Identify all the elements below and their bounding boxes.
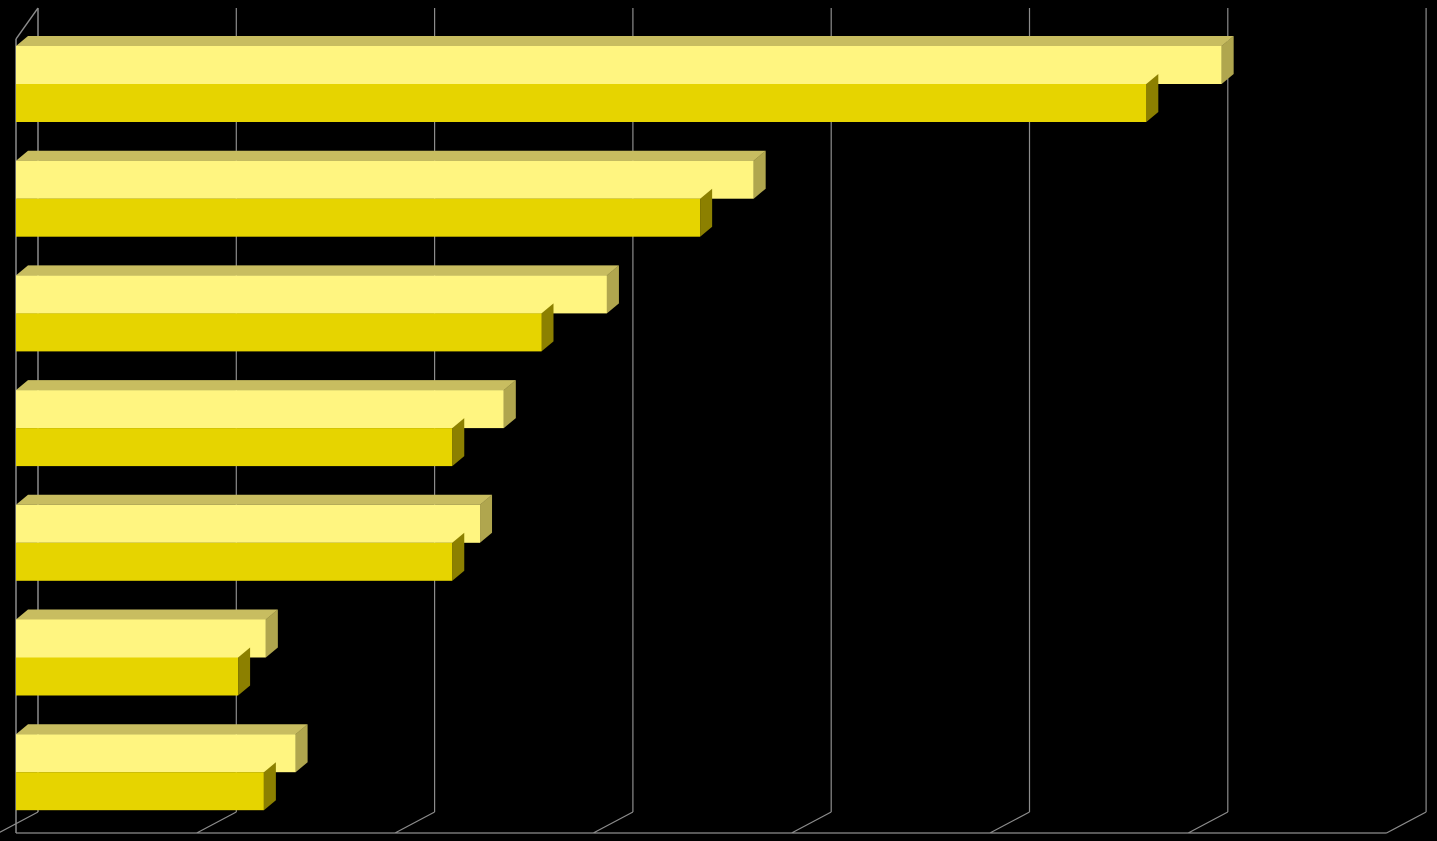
bar-side-face [503,380,516,429]
bar-side-face [606,265,619,314]
bar [16,542,453,581]
floor-gridline [791,811,832,834]
bar-top-face [16,380,516,391]
bar-side-face [263,762,276,811]
floor-gridline [394,811,435,834]
bar [16,772,264,811]
bar [16,46,1222,84]
bar [16,313,542,352]
bar-side-face [452,418,465,467]
floor-gridline [1386,811,1427,834]
bar-side-face [1146,74,1159,122]
bar-side-face [753,150,766,199]
bar-top-face [16,150,766,161]
bar-side-face [295,724,308,773]
bar [16,657,239,696]
bar-side-face [238,647,251,696]
floor-gridline [0,811,39,833]
bar-side-face [700,188,713,237]
bar [16,619,266,658]
floor-gridline [989,811,1030,834]
floor-gridline [1187,811,1229,834]
bar [16,198,701,237]
bar-side-face [452,532,465,581]
bar [16,84,1147,122]
floor-gridline [196,811,237,834]
bar [16,160,754,199]
bar-top-face [16,265,619,276]
bar [16,275,607,314]
bar-top-face [16,36,1234,46]
bar-top-face [16,494,493,505]
bar-top-face [16,724,308,735]
bar [16,390,504,429]
bar-side-face [1221,36,1234,84]
bar-side-face [480,494,493,543]
bar [16,504,481,543]
bar-side-face [541,303,554,352]
bar [16,428,453,467]
bar-side-face [265,609,278,658]
bar-top-face [16,609,278,620]
bar [16,734,296,773]
side-wall-top-edge [15,7,39,40]
floor-gridline [593,811,634,834]
bars [16,36,1234,811]
